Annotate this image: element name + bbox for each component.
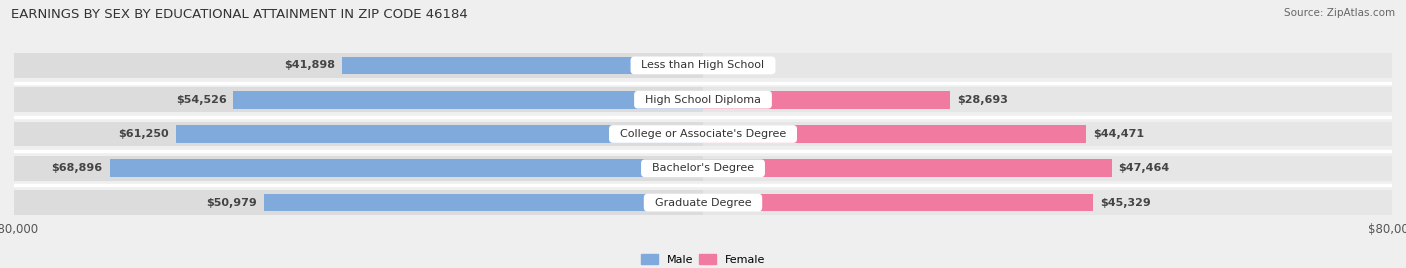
Text: Bachelor's Degree: Bachelor's Degree [645, 163, 761, 173]
Bar [703, 190, 1392, 215]
Text: EARNINGS BY SEX BY EDUCATIONAL ATTAINMENT IN ZIP CODE 46184: EARNINGS BY SEX BY EDUCATIONAL ATTAINMEN… [11, 8, 468, 21]
Text: $28,693: $28,693 [957, 95, 1008, 105]
Bar [14, 190, 703, 215]
Bar [14, 87, 703, 112]
Bar [14, 53, 703, 78]
Bar [703, 87, 1392, 112]
Text: Source: ZipAtlas.com: Source: ZipAtlas.com [1284, 8, 1395, 18]
Text: Less than High School: Less than High School [634, 60, 772, 70]
Bar [14, 156, 703, 181]
Bar [14, 122, 703, 146]
Bar [703, 156, 1392, 181]
Bar [233, 91, 703, 109]
Text: $45,329: $45,329 [1101, 198, 1152, 208]
Text: $61,250: $61,250 [118, 129, 169, 139]
Text: Graduate Degree: Graduate Degree [648, 198, 758, 208]
Legend: Male, Female: Male, Female [637, 250, 769, 268]
Bar [703, 53, 1392, 78]
Text: $47,464: $47,464 [1119, 163, 1170, 173]
Text: $0: $0 [720, 60, 735, 70]
Text: $41,898: $41,898 [284, 60, 335, 70]
Bar [703, 194, 1094, 211]
Bar [703, 125, 1085, 143]
Bar [703, 159, 1112, 177]
Bar [110, 159, 703, 177]
Bar [342, 57, 703, 74]
Text: $68,896: $68,896 [52, 163, 103, 173]
Bar [176, 125, 703, 143]
Bar [703, 91, 950, 109]
Bar [264, 194, 703, 211]
Text: $50,979: $50,979 [207, 198, 257, 208]
Bar [703, 122, 1392, 146]
Bar [703, 57, 713, 74]
Text: $54,526: $54,526 [176, 95, 226, 105]
Text: $44,471: $44,471 [1092, 129, 1144, 139]
Text: College or Associate's Degree: College or Associate's Degree [613, 129, 793, 139]
Text: High School Diploma: High School Diploma [638, 95, 768, 105]
